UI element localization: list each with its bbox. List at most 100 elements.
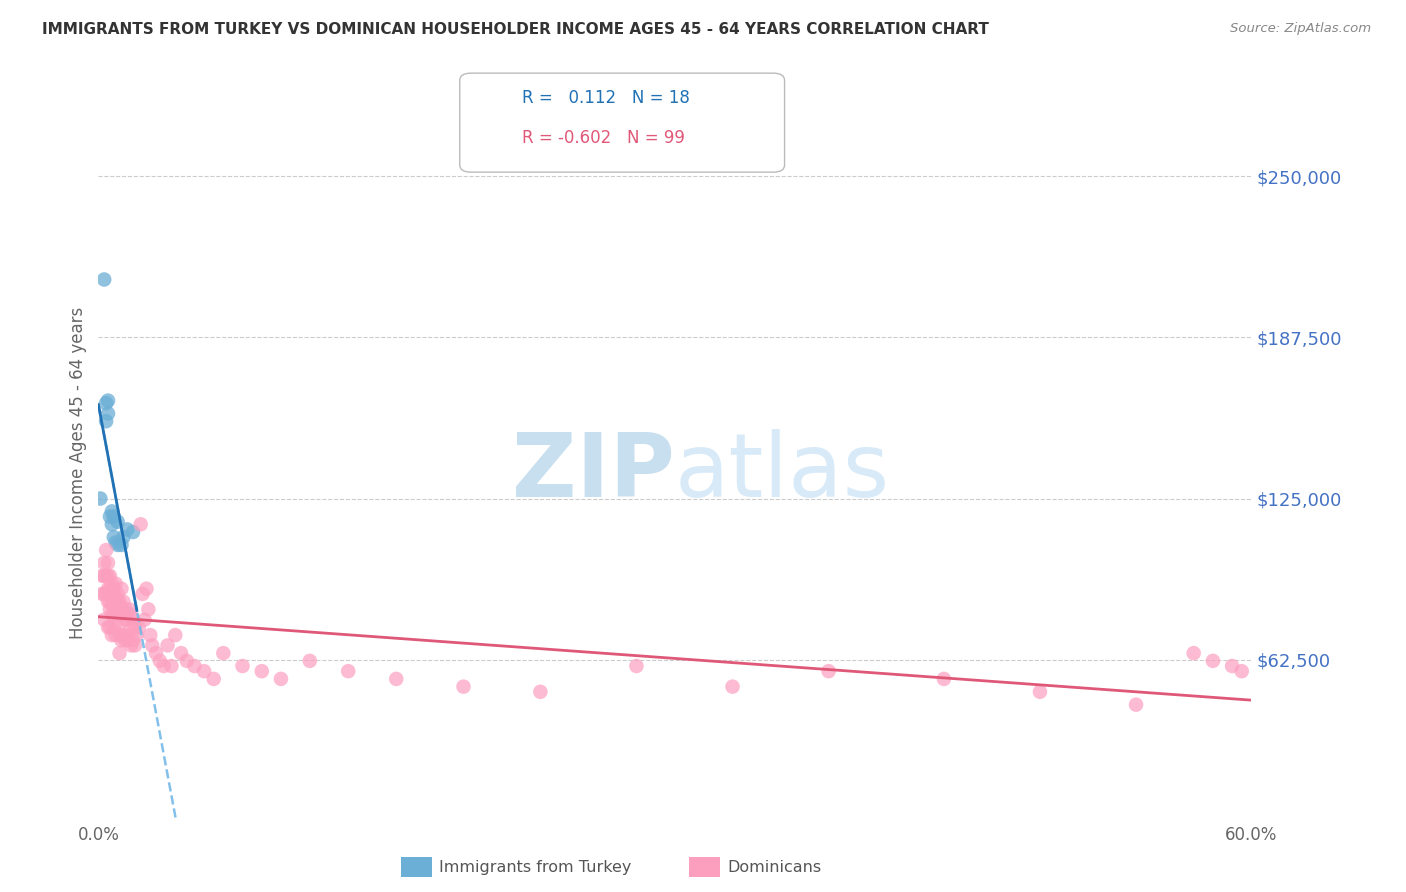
Point [231, 659, 254, 673]
Point [114, 613, 136, 627]
Point [107, 538, 129, 552]
Point [97, 556, 120, 570]
Point [202, 672, 225, 686]
Point [110, 633, 132, 648]
Point [108, 607, 131, 622]
Point [101, 594, 124, 608]
Point [97, 407, 120, 421]
Point [139, 628, 162, 642]
Point [108, 646, 131, 660]
Point [114, 602, 136, 616]
Point [94, 414, 117, 428]
Point [107, 587, 129, 601]
Point [114, 633, 136, 648]
Point [270, 672, 292, 686]
Point [104, 628, 127, 642]
Point [93, 613, 115, 627]
Point [128, 620, 150, 634]
Point [94, 396, 117, 410]
Point [1182, 646, 1205, 660]
Point [117, 607, 139, 622]
Point [152, 659, 174, 673]
Point [118, 628, 141, 642]
Point [1125, 698, 1147, 712]
Point [1220, 659, 1243, 673]
Point [122, 613, 145, 627]
Point [817, 664, 839, 678]
Point [112, 628, 135, 642]
Text: ZIP: ZIP [512, 429, 675, 516]
Point [97, 582, 120, 596]
Point [112, 530, 135, 544]
Point [120, 607, 142, 622]
Point [122, 633, 145, 648]
Point [103, 587, 125, 601]
Point [125, 628, 148, 642]
Point [112, 594, 135, 608]
Point [104, 594, 127, 608]
Point [91, 587, 114, 601]
Text: Source: ZipAtlas.com: Source: ZipAtlas.com [1230, 22, 1371, 36]
Point [122, 524, 145, 539]
Point [160, 659, 183, 673]
Text: atlas: atlas [675, 429, 890, 516]
Point [89, 491, 111, 506]
Point [453, 680, 475, 694]
Point [103, 620, 125, 634]
Point [134, 613, 156, 627]
Point [107, 620, 129, 634]
Point [101, 607, 124, 622]
Point [101, 628, 124, 642]
Point [156, 639, 179, 653]
Point [91, 569, 114, 583]
Point [124, 620, 146, 634]
Point [176, 654, 198, 668]
Text: R =   0.112   N = 18: R = 0.112 N = 18 [522, 89, 689, 107]
Y-axis label: Householder Income Ages 45 - 64 years: Householder Income Ages 45 - 64 years [69, 307, 87, 639]
Text: R = -0.602   N = 99: R = -0.602 N = 99 [522, 129, 685, 147]
Point [103, 530, 125, 544]
Point [98, 602, 121, 616]
Point [170, 646, 193, 660]
Point [98, 569, 121, 583]
Point [97, 620, 120, 634]
Point [107, 594, 129, 608]
Point [93, 569, 115, 583]
Point [103, 509, 125, 524]
Point [131, 587, 153, 601]
Point [108, 594, 131, 608]
Point [110, 538, 132, 552]
Point [98, 620, 121, 634]
Point [94, 543, 117, 558]
Point [97, 569, 120, 583]
Point [94, 569, 117, 583]
Point [101, 504, 124, 518]
Point [337, 664, 360, 678]
Point [103, 582, 125, 596]
Point [101, 517, 124, 532]
Point [1029, 685, 1052, 699]
Point [117, 633, 139, 648]
Point [183, 659, 205, 673]
Point [165, 628, 187, 642]
Point [721, 680, 744, 694]
Point [1230, 664, 1253, 678]
Point [149, 654, 172, 668]
Point [138, 602, 160, 616]
Point [98, 582, 121, 596]
Point [104, 576, 127, 591]
Point [103, 602, 125, 616]
Point [110, 602, 132, 616]
Point [626, 659, 648, 673]
Point [141, 639, 163, 653]
Point [298, 654, 321, 668]
Point [107, 515, 129, 529]
Point [101, 587, 124, 601]
Point [110, 582, 132, 596]
Point [117, 613, 139, 627]
Text: Immigrants from Turkey: Immigrants from Turkey [439, 860, 631, 874]
Point [97, 393, 120, 408]
Point [93, 556, 115, 570]
Point [932, 672, 955, 686]
Point [124, 639, 146, 653]
